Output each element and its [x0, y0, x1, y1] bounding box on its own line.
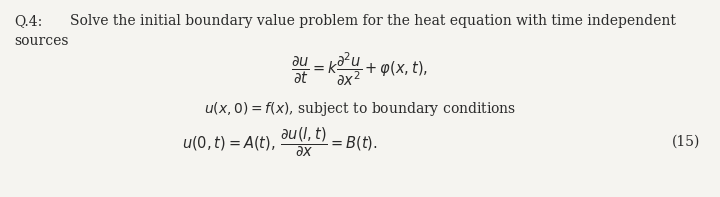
Text: $u(0,t) = A(t),\,\dfrac{\partial u(l,t)}{\partial x} = B(t).$: $u(0,t) = A(t),\,\dfrac{\partial u(l,t)}…	[182, 125, 378, 159]
Text: $u(x,0) = f(x)$, subject to boundary conditions: $u(x,0) = f(x)$, subject to boundary con…	[204, 100, 516, 118]
Text: (15): (15)	[672, 135, 700, 149]
Text: $\dfrac{\partial u}{\partial t} = k\dfrac{\partial^2 u}{\partial x^2} + \varphi(: $\dfrac{\partial u}{\partial t} = k\dfra…	[292, 50, 428, 88]
Text: Solve the initial boundary value problem for the heat equation with time indepen: Solve the initial boundary value problem…	[70, 14, 676, 28]
Text: sources: sources	[14, 34, 68, 48]
Text: Q.4:: Q.4:	[14, 14, 42, 28]
